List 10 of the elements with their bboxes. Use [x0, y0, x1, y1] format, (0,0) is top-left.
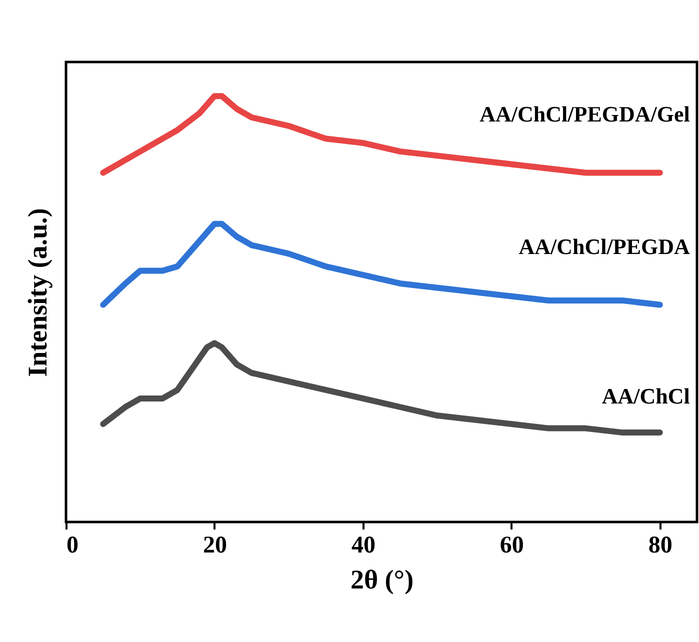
y-axis-title: Intensity (a.u.) [22, 208, 52, 377]
x-tick-label: 20 [202, 532, 227, 558]
series-label: AA/ChCl/PEGDA/Gel [480, 102, 690, 127]
x-tick-label: 80 [648, 532, 672, 558]
series-label: AA/ChCl [602, 384, 690, 409]
x-tick-label: 40 [351, 532, 376, 558]
x-tick-label: 0 [66, 532, 78, 558]
x-axis-title: 2θ (°) [350, 564, 414, 594]
series-label: AA/ChCl/PEGDA [518, 234, 690, 259]
x-tick-label: 60 [500, 532, 524, 558]
